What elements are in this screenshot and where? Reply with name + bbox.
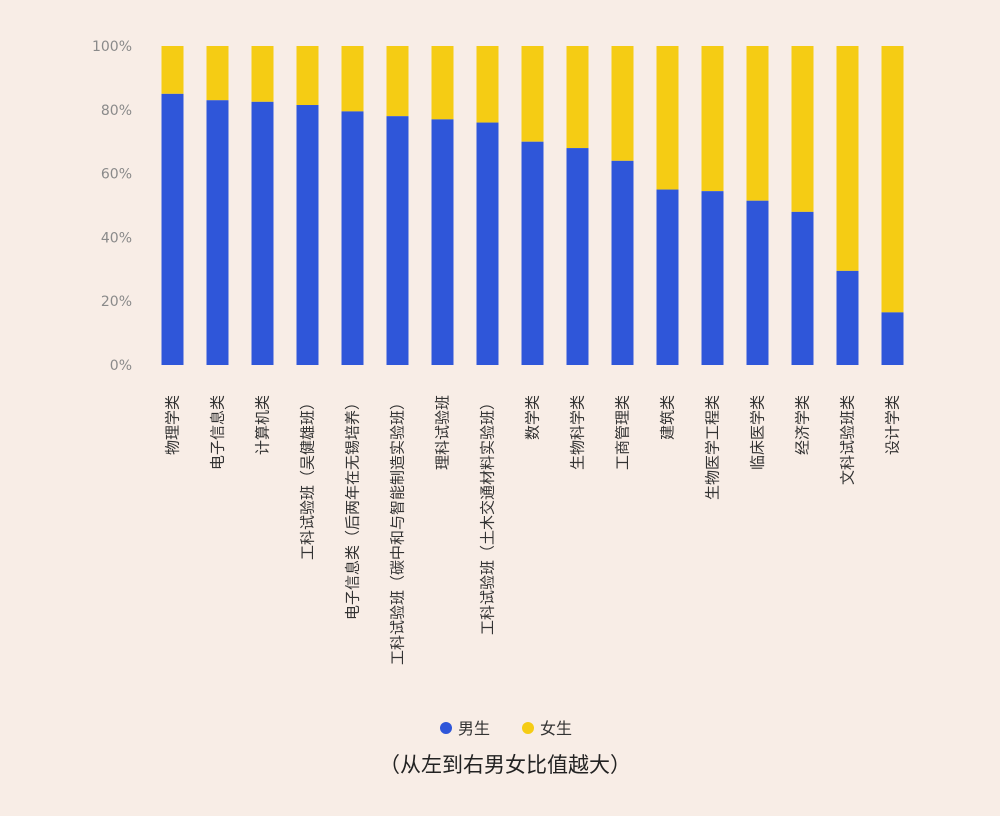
bar-segment-female: [296, 46, 319, 106]
x-tick-label: 理科试验班: [434, 395, 452, 470]
bar-segment-female: [611, 46, 634, 161]
bar-segment-male: [611, 160, 634, 365]
x-tick-label: 工商管理类: [614, 395, 632, 470]
legend-marker-female: [522, 722, 534, 734]
x-tick-label: 生物医学工程类: [704, 395, 722, 500]
legend-label-female: 女生: [540, 719, 572, 738]
bar-segment-male: [656, 189, 679, 365]
y-tick-label: 20%: [101, 294, 132, 310]
x-tick-label: 临床医学类: [749, 395, 767, 470]
x-tick-label: 建筑类: [659, 395, 677, 440]
y-tick-label: 80%: [101, 103, 132, 119]
bar-segment-female: [386, 46, 409, 117]
bar-segment-male: [836, 270, 859, 365]
bar-segment-female: [701, 46, 724, 192]
bar-segment-female: [206, 46, 229, 101]
bar-segment-male: [881, 312, 904, 365]
bar-segment-male: [296, 105, 319, 365]
bar-segment-male: [566, 148, 589, 365]
bar-segment-female: [791, 46, 814, 212]
x-tick-label: 电子信息类: [209, 395, 227, 470]
bar-segment-male: [746, 200, 769, 365]
legend-marker-male: [440, 722, 452, 734]
x-tick-label: 电子信息类（后两年在无锡培养）: [344, 395, 362, 620]
bar-segment-female: [251, 46, 274, 102]
y-tick-label: 60%: [101, 167, 132, 183]
bar-segment-male: [791, 211, 814, 365]
chart-caption: （从左到右男女比值越大）: [379, 753, 631, 777]
bar-segment-male: [701, 191, 724, 365]
x-tick-label: 工科试验班（碳中和与智能制造实验班）: [389, 395, 407, 665]
bar-segment-male: [206, 100, 229, 365]
bars-group: [161, 46, 904, 366]
legend-label-male: 男生: [458, 719, 490, 738]
bar-segment-male: [431, 119, 454, 366]
x-tick-label: 工科试验班（吴健雄班）: [299, 395, 317, 560]
bar-segment-male: [341, 111, 364, 366]
x-tick-label: 经济学类: [794, 395, 812, 455]
legend: 男生 女生: [440, 719, 572, 738]
bar-segment-female: [476, 46, 499, 123]
x-tick-label: 生物科学类: [569, 395, 587, 470]
x-tick-label: 设计学类: [884, 395, 902, 455]
bar-segment-female: [341, 46, 364, 112]
x-tick-label: 物理学类: [164, 395, 182, 455]
y-tick-label: 100%: [92, 39, 132, 55]
x-axis: 物理学类 电子信息类 计算机类 工科试验班（吴健雄班） 电子信息类（后两年在无锡培养） 工…: [164, 395, 902, 665]
y-tick-label: 0%: [110, 358, 132, 374]
bar-segment-male: [476, 122, 499, 365]
y-axis: 0% 20% 40% 60% 80% 100%: [92, 39, 132, 374]
x-tick-label: 数学类: [524, 395, 542, 440]
bar-segment-female: [836, 46, 859, 271]
bar-segment-female: [881, 46, 904, 313]
bar-segment-female: [746, 46, 769, 201]
y-tick-label: 40%: [101, 230, 132, 246]
bar-segment-female: [521, 46, 544, 142]
bar-segment-male: [161, 93, 184, 365]
bar-segment-male: [386, 116, 409, 366]
bar-segment-female: [431, 46, 454, 120]
bar-segment-female: [566, 46, 589, 149]
bar-segment-female: [656, 46, 679, 190]
x-tick-label: 工科试验班（土木交通材料实验班）: [479, 395, 497, 635]
x-tick-label: 计算机类: [254, 395, 272, 455]
bar-segment-male: [521, 141, 544, 365]
bar-segment-female: [161, 46, 184, 94]
bar-segment-male: [251, 101, 274, 365]
x-tick-label: 文科试验班类: [839, 395, 857, 485]
